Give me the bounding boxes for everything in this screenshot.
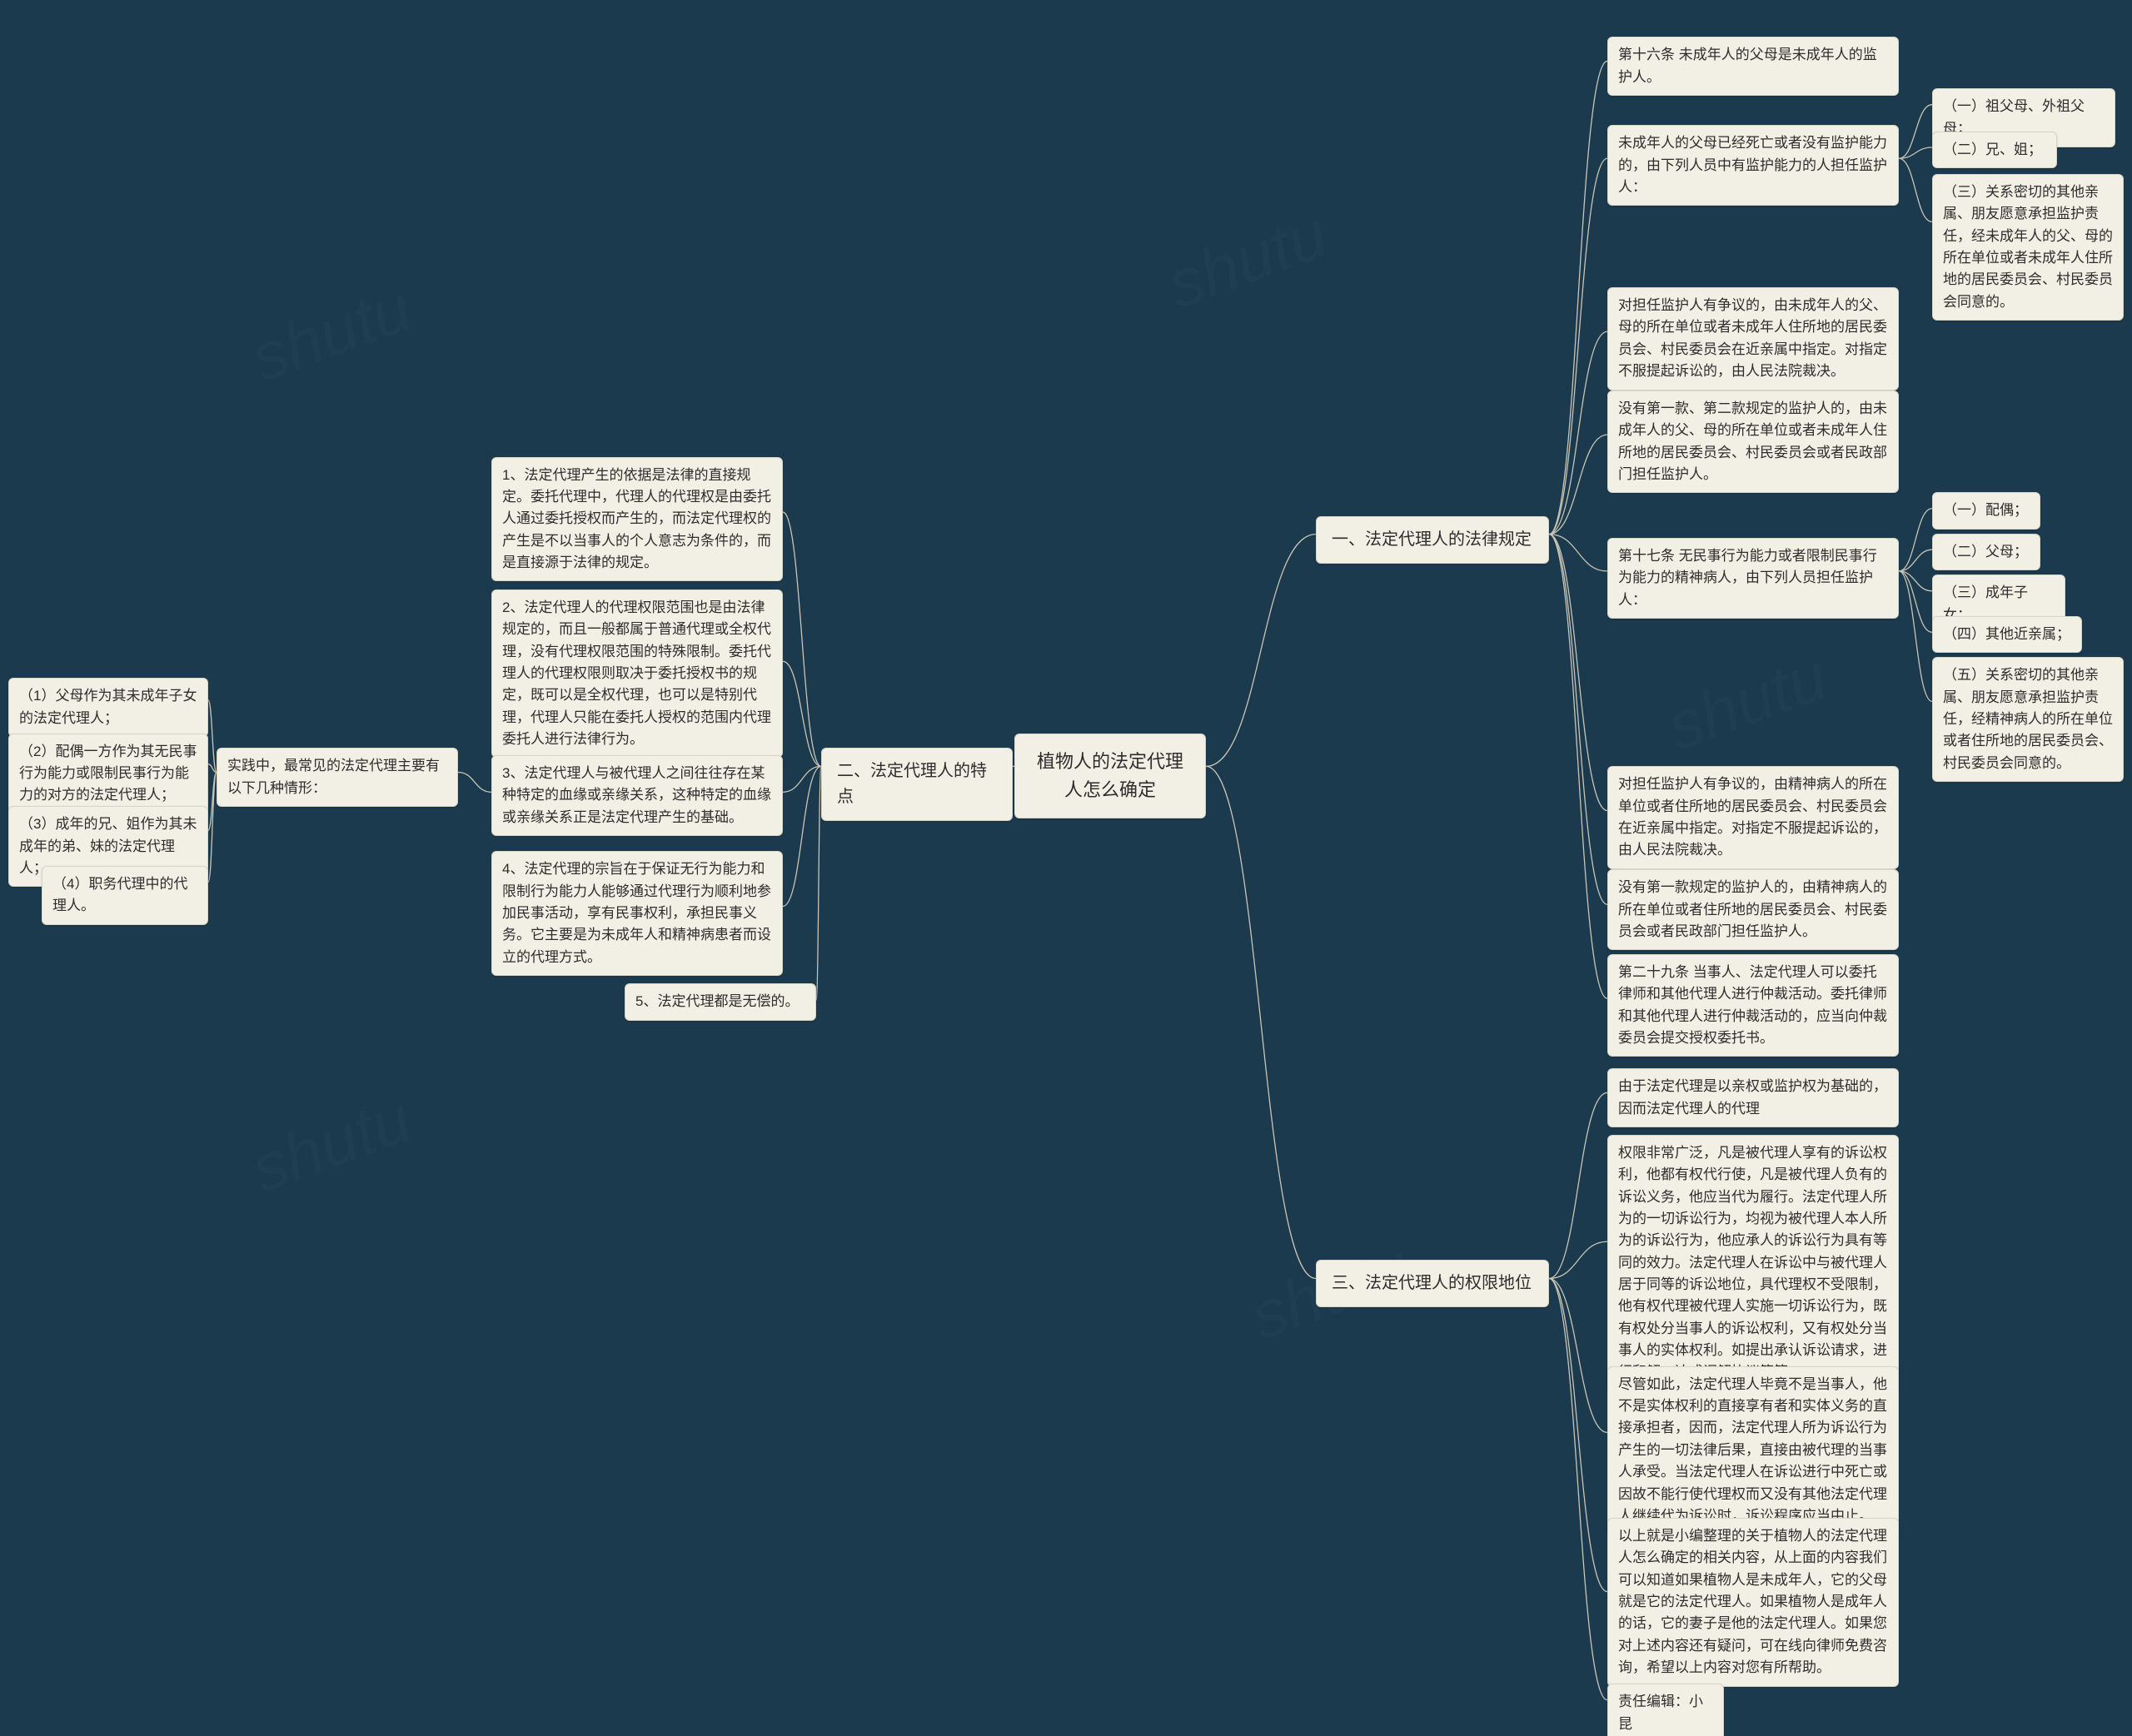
section1-child-4-sub-0: （一）配偶；: [1932, 492, 2040, 529]
section2-left-item-0: （1）父母作为其未成年子女的法定代理人；: [8, 678, 208, 737]
section1-child-4: 第十七条 无民事行为能力或者限制民事行为能力的精神病人，由下列人员担任监护人：: [1607, 538, 1899, 619]
section2-child-1: 2、法定代理人的代理权限范围也是由法律规定的，而且一般都属于普通代理或全权代理，…: [491, 589, 783, 758]
root-node: 植物人的法定代理人怎么确定: [1014, 734, 1206, 818]
section2-left-header: 实践中，最常见的法定代理主要有以下几种情形：: [217, 748, 458, 807]
section1-child-1-sub-1: （二）兄、姐；: [1932, 132, 2057, 168]
section1-child-6: 没有第一款规定的监护人的，由精神病人的所在单位或者住所地的居民委员会、村民委员会…: [1607, 869, 1899, 950]
section1-child-4-sub-4: （五）关系密切的其他亲属、朋友愿意承担监护责任，经精神病人的所在单位或者住所地的…: [1932, 657, 2124, 782]
section2-child-3: 4、法定代理的宗旨在于保证无行为能力和限制行为能力人能够通过代理行为顺利地参加民…: [491, 851, 783, 976]
section3-child-0: 由于法定代理是以亲权或监护权为基础的，因而法定代理人的代理: [1607, 1068, 1899, 1127]
section2-child-4: 5、法定代理都是无偿的。: [625, 983, 816, 1020]
section1-child-1: 未成年人的父母已经死亡或者没有监护能力的，由下列人员中有监护能力的人担任监护人：: [1607, 125, 1899, 206]
section1-child-4-sub-3: （四）其他近亲属；: [1932, 616, 2082, 653]
section2-left-item-1: （2）配偶一方作为其无民事行为能力或限制民事行为能力的对方的法定代理人；: [8, 734, 208, 814]
section2-title: 二、法定代理人的特点: [821, 748, 1013, 821]
section1-child-3: 没有第一款、第二款规定的监护人的，由未成年人的父、母的所在单位或者未成年人住所地…: [1607, 390, 1899, 493]
section1-child-0: 第十六条 未成年人的父母是未成年人的监护人。: [1607, 37, 1899, 96]
section1-child-2: 对担任监护人有争议的，由未成年人的父、母的所在单位或者未成年人住所地的居民委员会…: [1607, 287, 1899, 390]
section2-child-2: 3、法定代理人与被代理人之间往往存在某种特定的血缘或亲缘关系，这种特定的血缘或亲…: [491, 755, 783, 836]
section3-child-2: 尽管如此，法定代理人毕竟不是当事人，他不是实体权利的直接享有者和实体义务的直接承…: [1607, 1366, 1899, 1535]
section3-child-1: 权限非常广泛，凡是被代理人享有的诉讼权利，他都有权代行使，凡是被代理人负有的诉讼…: [1607, 1135, 1899, 1391]
section3-child-3: 以上就是小编整理的关于植物人的法定代理人怎么确定的相关内容，从上面的内容我们可以…: [1607, 1518, 1899, 1686]
section1-child-7: 第二十九条 当事人、法定代理人可以委托律师和其他代理人进行仲裁活动。委托律师和其…: [1607, 954, 1899, 1057]
section3-child-4: 责任编辑：小昆: [1607, 1684, 1724, 1736]
section2-child-0: 1、法定代理产生的依据是法律的直接规定。委托代理中，代理人的代理权是由委托人通过…: [491, 457, 783, 582]
section1-child-5: 对担任监护人有争议的，由精神病人的所在单位或者住所地的居民委员会、村民委员会在近…: [1607, 766, 1899, 868]
section1-child-4-sub-1: （二）父母；: [1932, 534, 2040, 570]
section3-title: 三、法定代理人的权限地位: [1316, 1260, 1549, 1307]
section2-left-item-3: （4）职务代理中的代理人。: [42, 866, 208, 925]
section1-child-1-sub-2: （三）关系密切的其他亲属、朋友愿意承担监护责任，经未成年人的父、母的所在单位或者…: [1932, 174, 2124, 321]
section1-title: 一、法定代理人的法律规定: [1316, 516, 1549, 564]
